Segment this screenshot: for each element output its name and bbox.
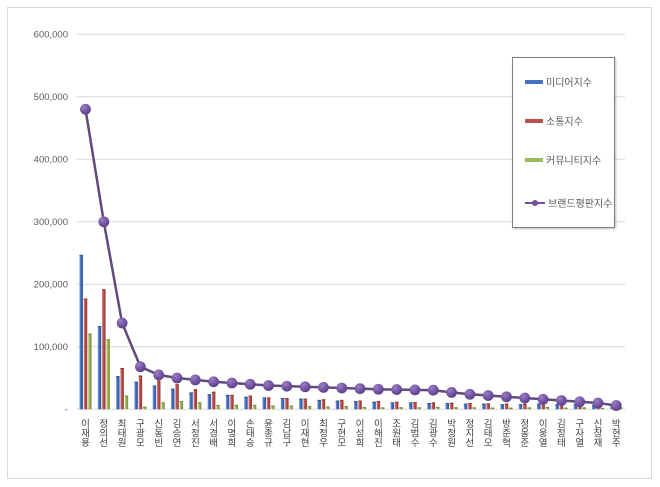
svg-text:태: 태 [392,438,401,449]
svg-text:200,000: 200,000 [34,279,68,290]
svg-text:혁: 혁 [502,438,511,449]
svg-text:진: 진 [374,438,383,449]
svg-text:600,000: 600,000 [34,29,68,40]
svg-text:규: 규 [264,438,273,449]
svg-text:현: 현 [301,438,310,449]
svg-text:빈: 빈 [154,438,163,449]
svg-text:400,000: 400,000 [34,154,68,165]
svg-text:모: 모 [136,438,145,449]
svg-text:열: 열 [575,438,584,449]
svg-text:열: 열 [539,438,548,449]
svg-text:오: 오 [484,438,493,449]
svg-text:모: 모 [337,438,346,449]
svg-text:수: 수 [429,438,438,449]
svg-text:500,000: 500,000 [34,92,68,103]
svg-text:수: 수 [411,438,420,449]
svg-text:진: 진 [191,438,200,449]
svg-text:-: - [65,404,68,415]
svg-text:승: 승 [246,438,255,449]
svg-text:배: 배 [209,438,218,449]
svg-text:재: 재 [594,438,603,449]
svg-text:우: 우 [319,438,328,449]
svg-text:주: 주 [612,438,621,449]
svg-text:구: 구 [282,438,291,449]
svg-text:태: 태 [557,438,566,449]
svg-text:300,000: 300,000 [34,217,68,228]
svg-text:선: 선 [465,438,474,449]
svg-text:희: 희 [228,438,237,449]
svg-text:준: 준 [520,438,529,449]
svg-text:원: 원 [447,438,456,449]
svg-text:용: 용 [81,438,90,449]
svg-text:원: 원 [118,438,127,449]
svg-text:연: 연 [173,438,182,449]
svg-text:희: 희 [356,438,365,449]
svg-text:100,000: 100,000 [34,342,68,353]
svg-text:선: 선 [99,438,108,449]
